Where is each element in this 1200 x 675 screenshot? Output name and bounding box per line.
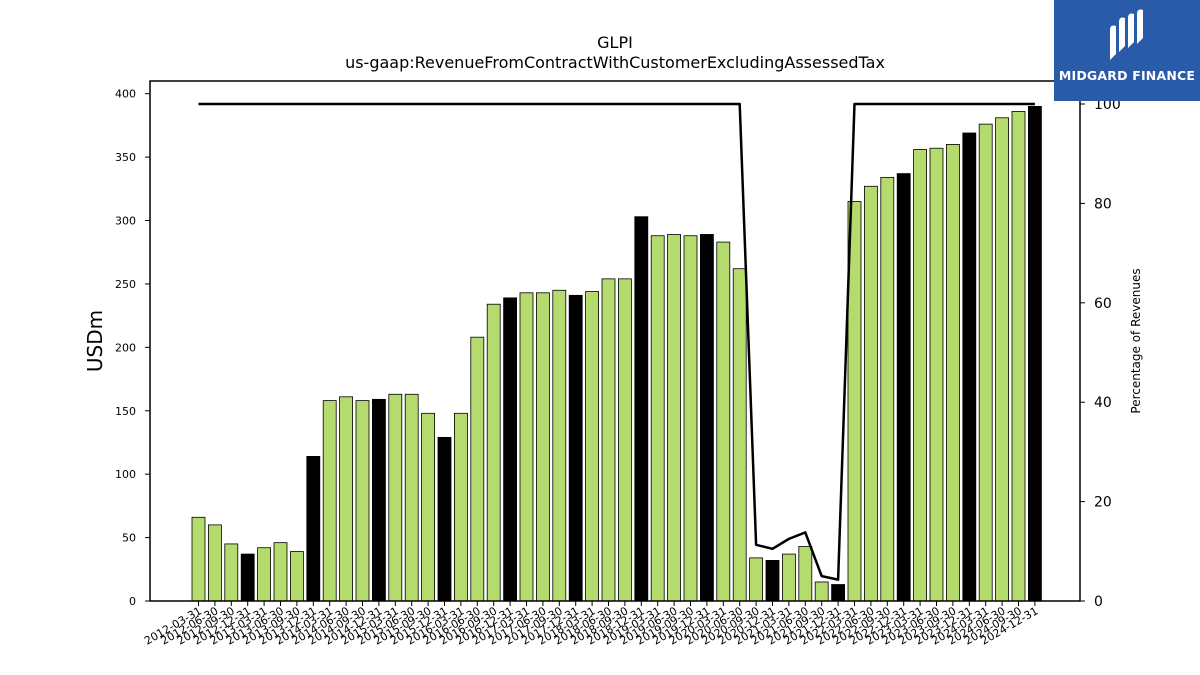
bar-2018-06-30	[601, 278, 616, 602]
bar-2021-09-30	[814, 581, 829, 602]
y2-tick-label: 0	[1094, 594, 1103, 610]
chart-title: GLPI	[597, 33, 633, 52]
bar-2018-03-31	[585, 291, 599, 602]
bar-2015-12-31	[437, 436, 452, 602]
y2-tick-label: 80	[1094, 196, 1112, 212]
bar-2017-03-31	[519, 292, 534, 602]
bar-2018-09-30	[618, 278, 632, 602]
y-axis: 0 50 100 150 200 250 300 350 400	[115, 88, 150, 608]
bar-2015-09-30	[421, 412, 436, 602]
y-tick-label: 300	[115, 215, 136, 228]
chart-subtitle: us-gaap:RevenueFromContractWithCustomerE…	[345, 53, 885, 72]
bar-2021-03-31	[782, 553, 796, 602]
bar-2014-03-31	[322, 400, 337, 602]
midgard-m-logo-icon	[1110, 9, 1143, 60]
brand-logo: MIDGARD FINANCE	[1054, 0, 1200, 101]
bar-2013-06-30	[273, 542, 288, 602]
bar-2020-03-31	[716, 241, 731, 602]
bar-2016-06-30	[470, 336, 485, 602]
percentage-line	[198, 102, 1035, 581]
bar-2012-06-30	[207, 524, 222, 602]
bar-2021-06-30	[798, 546, 813, 602]
bar-2013-09-30	[289, 551, 304, 602]
bar-2018-12-31	[634, 216, 649, 602]
bar-2017-06-30	[536, 292, 550, 602]
bar-2024-06-30	[995, 117, 1009, 602]
bar-2019-09-30	[683, 235, 698, 602]
x-axis: 2012-03-312012-06-302012-09-302012-12-31…	[142, 601, 1040, 648]
bar-2013-03-31	[257, 547, 272, 602]
bar-2023-03-31	[913, 149, 927, 602]
y-tick-label: 50	[122, 532, 136, 545]
bar-2016-09-30	[486, 303, 501, 602]
bar-2022-09-30	[880, 176, 895, 602]
y-tick-label: 350	[115, 151, 136, 164]
y2-tick-label: 60	[1094, 296, 1112, 312]
bar-2020-12-31	[765, 560, 780, 602]
bar-2020-09-30	[749, 557, 763, 602]
bar-2023-12-31	[962, 132, 977, 602]
bar-2012-09-30	[224, 543, 239, 602]
plot-frame	[149, 80, 1081, 602]
brand-name: MIDGARD FINANCE	[1058, 68, 1196, 83]
bar-2024-12-31	[1028, 105, 1042, 602]
bar-2015-06-30	[404, 393, 419, 602]
bar-2014-06-30	[339, 396, 354, 602]
bar-2019-06-30	[667, 234, 681, 602]
bar-2014-12-31	[371, 398, 386, 602]
bar-2024-09-30	[1011, 111, 1026, 602]
bar-2024-03-31	[978, 123, 993, 602]
bar-2012-03-31	[191, 516, 206, 602]
y-tick-label: 0	[129, 595, 136, 608]
y-tick-label: 250	[115, 278, 136, 291]
bar-2019-03-31	[650, 235, 665, 602]
bar-2023-06-30	[929, 147, 944, 602]
y2-axis: 0 20 40 60 80 100	[1080, 97, 1121, 610]
bar-2017-09-30	[552, 289, 567, 602]
bar-2016-03-31	[453, 412, 468, 602]
bar-2023-09-30	[946, 144, 960, 602]
bar-2013-12-31	[306, 456, 321, 602]
y-tick-label: 200	[115, 341, 136, 354]
bar-2020-06-30	[732, 268, 747, 602]
bar-2012-12-31	[240, 553, 255, 602]
bar-2014-09-30	[355, 400, 370, 602]
y2-tick-label: 100	[1094, 97, 1121, 113]
bar-2019-12-31	[700, 234, 714, 602]
bar-2016-12-31	[503, 297, 518, 602]
y2-tick-label: 20	[1094, 495, 1112, 511]
bar-2017-12-31	[568, 294, 583, 602]
bar-2022-12-31	[896, 173, 911, 602]
y-tick-label: 400	[115, 88, 136, 101]
y-tick-label: 100	[115, 468, 136, 481]
y2-axis-label: Percentage of Revenues	[1129, 268, 1143, 413]
y-tick-label: 150	[115, 405, 136, 418]
bar-2015-03-31	[388, 393, 403, 602]
y2-tick-label: 40	[1094, 395, 1112, 411]
line-layer	[198, 102, 1035, 581]
bar-2021-12-31	[831, 584, 845, 602]
bars-layer	[191, 105, 1042, 602]
bar-2022-06-30	[864, 185, 878, 602]
y-axis-label: USDm	[83, 310, 107, 372]
